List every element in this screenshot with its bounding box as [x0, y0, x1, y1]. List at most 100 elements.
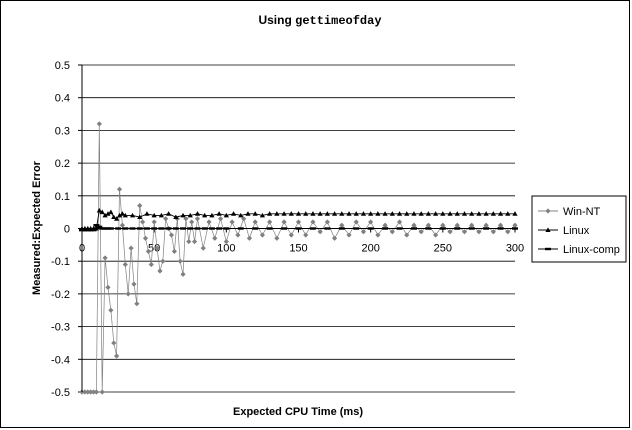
data-point	[281, 211, 287, 216]
y-tick-label: -0.3	[51, 322, 70, 334]
data-point	[191, 238, 198, 245]
data-point	[82, 389, 88, 395]
data-point	[119, 211, 126, 216]
y-tick-label: -0.1	[51, 256, 70, 268]
gridlines	[82, 64, 515, 393]
y-tick-label: -0.5	[51, 387, 70, 399]
data-point	[131, 281, 137, 287]
chart-title-code: gettimeofday	[295, 14, 381, 28]
data-point	[137, 203, 143, 209]
data-point	[418, 229, 424, 235]
data-point	[125, 291, 131, 297]
data-point	[96, 225, 103, 229]
data-point	[189, 219, 195, 225]
data-point	[476, 211, 482, 216]
data-point	[111, 340, 117, 346]
data-point	[171, 248, 177, 254]
data-point	[310, 211, 316, 216]
legend-label: Linux	[563, 225, 590, 237]
data-point	[145, 248, 151, 254]
data-point	[194, 216, 201, 222]
data-point	[346, 232, 352, 238]
data-point	[440, 211, 446, 216]
data-point	[396, 219, 403, 225]
data-point	[90, 228, 97, 232]
data-point	[490, 229, 496, 235]
data-point	[440, 222, 446, 228]
data-point	[105, 284, 111, 290]
data-point	[389, 211, 395, 216]
data-point	[360, 229, 367, 235]
data-point	[259, 212, 266, 218]
data-point	[111, 214, 117, 220]
legend: Win-NT Linux Linux-comp	[531, 195, 627, 263]
data-point	[158, 212, 164, 218]
y-tick-label: 0	[64, 224, 70, 236]
data-point	[166, 211, 172, 216]
data-point	[396, 211, 403, 216]
data-point	[418, 211, 424, 216]
data-point	[497, 222, 504, 228]
data-point	[102, 212, 108, 218]
data-point	[461, 211, 468, 216]
data-point	[545, 227, 551, 232]
data-point	[288, 232, 294, 238]
data-point	[425, 211, 431, 216]
data-point	[267, 219, 273, 225]
data-point	[122, 261, 128, 268]
y-tick-label: -0.4	[51, 354, 70, 366]
data-point	[483, 222, 489, 228]
data-point	[177, 258, 183, 264]
data-point	[99, 389, 105, 395]
data-point	[339, 211, 345, 216]
y-tick-label: 0.4	[55, 93, 70, 105]
data-point	[310, 219, 316, 225]
data-point	[223, 238, 229, 245]
data-point	[382, 211, 388, 216]
data-point	[99, 209, 105, 215]
data-point	[93, 224, 100, 227]
data-point	[267, 211, 273, 216]
data-point	[259, 232, 266, 238]
data-point	[173, 214, 179, 220]
data-point	[90, 389, 97, 395]
x-tick-label: 200	[361, 243, 379, 255]
data-point	[447, 211, 453, 216]
data-point	[433, 232, 439, 238]
data-point	[230, 211, 237, 216]
data-point	[212, 235, 218, 241]
data-point	[116, 212, 123, 218]
data-point	[93, 389, 100, 395]
data-point	[433, 211, 439, 216]
data-point	[134, 301, 140, 307]
data-point	[295, 219, 302, 225]
data-point	[160, 258, 166, 264]
data-point	[96, 121, 102, 127]
data-point	[353, 211, 359, 216]
data-point	[129, 212, 136, 218]
data-point	[168, 232, 175, 238]
data-point	[469, 211, 475, 216]
chart-title: Using gettimeofday	[258, 13, 381, 28]
data-point	[245, 211, 251, 216]
data-point	[324, 219, 330, 225]
data-point	[303, 232, 309, 238]
data-point	[360, 211, 367, 216]
data-point	[186, 238, 192, 245]
data-point	[545, 247, 551, 251]
data-point	[122, 212, 128, 218]
legend-label: Win-NT	[563, 206, 601, 218]
y-axis-label: Measured:Expected Error	[31, 160, 43, 295]
data-point	[148, 261, 154, 268]
data-point	[229, 219, 235, 225]
data-point	[151, 219, 157, 225]
data-point	[116, 186, 123, 192]
y-tick-label: 0.1	[55, 191, 70, 203]
data-point	[102, 255, 108, 261]
data-point	[411, 211, 417, 216]
legend-label: Linux-comp	[563, 244, 620, 256]
legend-item: Win-NT	[538, 206, 601, 218]
data-point	[454, 211, 460, 216]
data-point	[252, 211, 258, 216]
data-point	[404, 232, 410, 238]
